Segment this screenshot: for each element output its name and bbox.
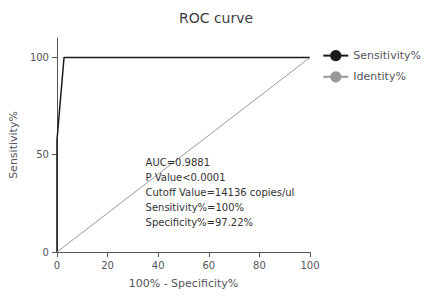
svg-text:Identity%: Identity% — [353, 70, 406, 83]
svg-text:50: 50 — [36, 149, 49, 160]
svg-text:ROC curve: ROC curve — [179, 10, 253, 26]
svg-text:40: 40 — [152, 260, 165, 271]
svg-text:Sensitivity%: Sensitivity% — [353, 49, 421, 62]
svg-text:0: 0 — [43, 247, 49, 258]
svg-text:20: 20 — [101, 260, 114, 271]
svg-text:Cutoff Value=14136 copies/ul: Cutoff Value=14136 copies/ul — [146, 187, 295, 198]
svg-text:0: 0 — [54, 260, 60, 271]
svg-text:80: 80 — [253, 260, 266, 271]
svg-text:100% - Specificity%: 100% - Specificity% — [129, 277, 239, 290]
svg-text:60: 60 — [202, 260, 215, 271]
svg-text:Sensitivity%: Sensitivity% — [7, 111, 20, 179]
svg-text:P Value<0.0001: P Value<0.0001 — [146, 172, 226, 183]
svg-text:AUC=0.9881: AUC=0.9881 — [146, 157, 211, 168]
svg-text:Sensitivity%=100%: Sensitivity%=100% — [146, 202, 245, 213]
svg-text:100: 100 — [300, 260, 319, 271]
svg-text:100: 100 — [30, 52, 49, 63]
svg-text:Specificity%=97.22%: Specificity%=97.22% — [146, 217, 254, 228]
